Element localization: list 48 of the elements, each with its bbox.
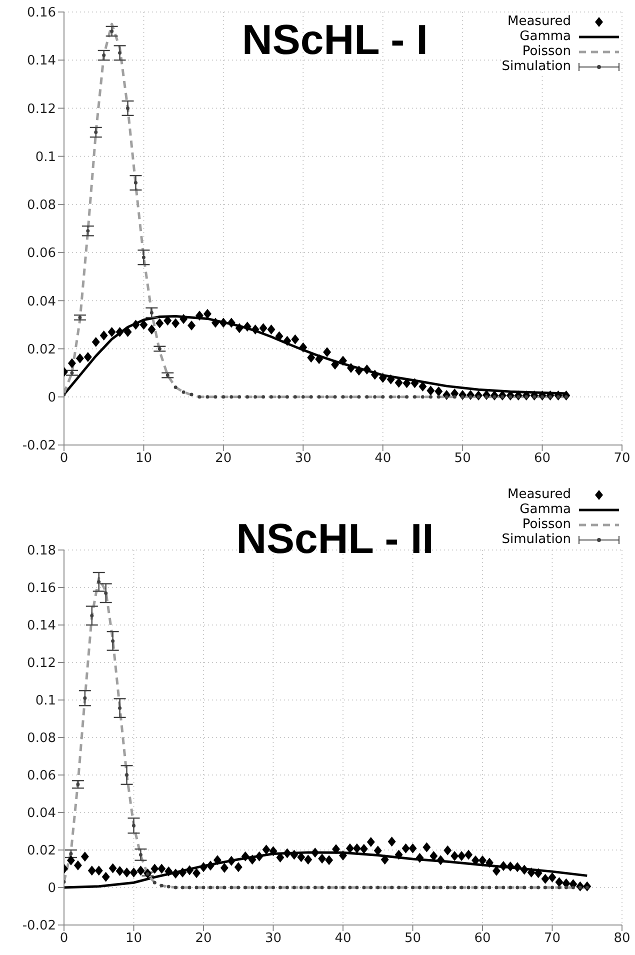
x-tick-label: 40 — [374, 451, 392, 466]
x-tick-label: 30 — [264, 931, 282, 946]
chart-title: NScHL - I — [242, 16, 428, 63]
y-tick-label: 0.06 — [27, 246, 56, 262]
x-tick-label: 10 — [125, 931, 142, 946]
y-tick-label: 0 — [48, 881, 56, 896]
x-tick-label: 70 — [614, 451, 630, 466]
y-tick-label: 0.12 — [27, 656, 56, 672]
y-tick-label: 0.04 — [27, 294, 56, 310]
legend-label: Gamma — [520, 502, 571, 517]
legend-label: Gamma — [520, 29, 571, 44]
legend-label: Poisson — [522, 517, 571, 532]
legend-label: Measured — [507, 14, 571, 29]
y-tick-label: -0.02 — [22, 438, 56, 454]
x-tick-label: 60 — [534, 451, 551, 466]
y-tick-label: 0 — [48, 390, 56, 406]
x-tick-label: 40 — [334, 931, 352, 946]
x-tick-label: 30 — [294, 451, 312, 466]
y-tick-label: 0.08 — [27, 198, 56, 214]
y-tick-label: 0.04 — [27, 806, 56, 822]
x-tick-label: 0 — [60, 451, 68, 466]
x-tick-label: 20 — [215, 451, 232, 466]
y-tick-label: 0.12 — [27, 102, 56, 117]
x-tick-label: 70 — [544, 931, 561, 946]
x-tick-label: 20 — [195, 931, 212, 946]
y-tick-label: -0.02 — [22, 918, 56, 934]
x-tick-label: 80 — [614, 931, 630, 946]
y-tick-label: 0.1 — [35, 150, 56, 165]
x-tick-label: 50 — [454, 451, 471, 466]
legend-label: Simulation — [502, 532, 571, 547]
y-tick-label: 0.1 — [35, 694, 56, 709]
x-tick-label: 10 — [135, 451, 152, 466]
x-tick-label: 60 — [474, 931, 491, 946]
y-tick-label: 0.02 — [27, 342, 56, 358]
legend-label: Simulation — [502, 59, 571, 74]
legend-label: Poisson — [522, 44, 571, 59]
x-tick-label: 0 — [60, 931, 68, 946]
chart-title: NScHL - II — [236, 515, 434, 562]
y-tick-label: 0.16 — [27, 6, 56, 21]
legend-label: Measured — [507, 487, 571, 502]
y-tick-label: 0.06 — [27, 768, 56, 784]
x-tick-label: 50 — [404, 931, 422, 946]
y-tick-label: 0.08 — [27, 731, 56, 746]
y-tick-label: 0.14 — [27, 618, 56, 634]
y-tick-label: 0.16 — [27, 581, 56, 596]
y-tick-label: 0.18 — [27, 544, 56, 559]
y-tick-label: 0.14 — [27, 54, 56, 69]
y-tick-label: 0.02 — [27, 844, 56, 859]
